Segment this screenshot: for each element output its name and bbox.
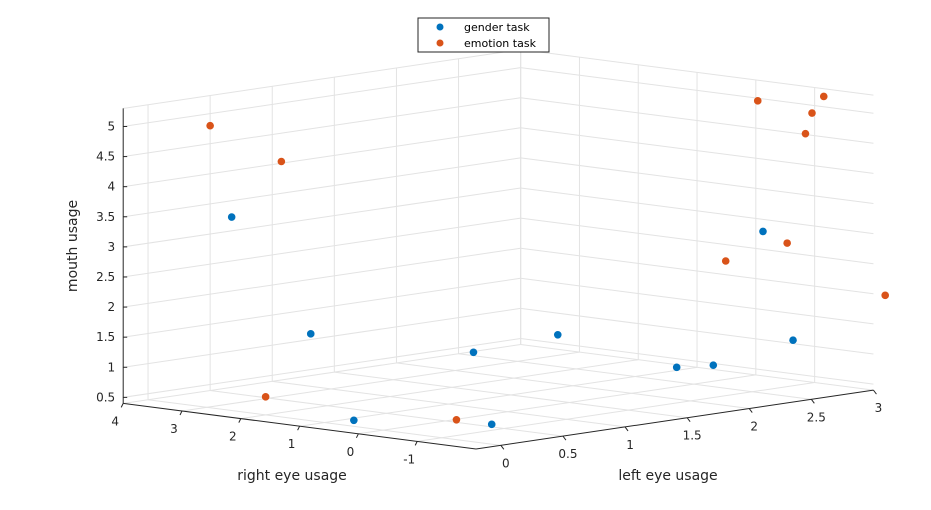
grid-line: [520, 277, 874, 325]
grid-line: [181, 351, 580, 412]
grid-line: [123, 67, 521, 127]
data-point-emotion-task: [801, 129, 810, 138]
grid-line: [123, 307, 521, 368]
data-point-emotion-task: [881, 291, 889, 300]
grid-layer: [123, 49, 874, 446]
data-point-emotion-task: [819, 92, 828, 101]
grid-line: [123, 247, 521, 308]
x-tick-label: 0.5: [558, 447, 577, 461]
data-point-gender-task: [350, 416, 358, 425]
y-tick-mark: [238, 418, 242, 423]
data-point-gender-task: [759, 227, 767, 236]
z-tick-label: 4.5: [96, 150, 115, 164]
z-tick-label: 1: [108, 360, 116, 374]
data-point-emotion-task: [753, 97, 762, 105]
data-point-gender-task: [789, 336, 797, 345]
legend-label-emotion-task: emotion task: [464, 37, 537, 50]
y-tick-label: 2: [229, 430, 237, 444]
data-point-gender-task: [306, 330, 315, 338]
grid-line: [520, 67, 874, 114]
y-tick-mark: [355, 433, 359, 439]
x-tick-label: 1.5: [683, 429, 702, 443]
x-tick-mark: [562, 435, 567, 441]
legend-marker-emotion-task: [436, 39, 444, 47]
grid-line: [123, 157, 521, 218]
legend-marker-gender-task: [436, 23, 444, 31]
grid-line: [520, 307, 874, 355]
z-tick-label: 3.5: [96, 210, 115, 224]
legend-label-gender-task: gender task: [464, 21, 530, 34]
x-tick-label: 1: [626, 438, 634, 452]
z-tick-label: 2: [108, 300, 116, 314]
legend[interactable]: gender task emotion task: [417, 17, 550, 53]
data-point-gender-task: [709, 361, 718, 369]
data-points: [206, 92, 889, 429]
y-tick-mark: [179, 410, 183, 416]
y-tick-label: -1: [403, 452, 415, 466]
grid-line: [123, 97, 521, 158]
data-point-gender-task: [553, 330, 562, 339]
grid-line: [520, 338, 874, 385]
data-point-emotion-task: [783, 239, 791, 247]
y-tick-mark: [120, 403, 124, 408]
grid-line: [417, 382, 815, 442]
y-tick-mark: [297, 425, 301, 431]
data-point-gender-task: [227, 213, 236, 221]
grid-line: [520, 217, 874, 265]
z-tick-label: 5: [108, 119, 116, 133]
x-tick-label: 2: [750, 420, 758, 434]
grid-line: [123, 344, 521, 404]
grid-line: [358, 374, 756, 435]
grid-line: [520, 187, 874, 235]
y-tick-label: 0: [347, 445, 355, 459]
data-point-gender-task: [672, 363, 681, 372]
grid-line: [240, 359, 639, 420]
data-point-emotion-task: [206, 121, 214, 130]
grid-line: [520, 49, 874, 96]
x-tick-mark: [500, 445, 505, 450]
z-tick-label: 0.5: [96, 390, 115, 404]
data-point-emotion-task: [808, 109, 816, 117]
y-tick-mark: [414, 441, 418, 446]
grid-line: [123, 127, 521, 188]
z-tick-label: 2.5: [96, 270, 115, 284]
grid-line: [520, 97, 874, 144]
y-tick-label: 1: [288, 437, 296, 451]
z-axis-label: mouth usage: [65, 200, 81, 292]
y-axis-label: right eye usage: [237, 468, 347, 484]
grid-line: [123, 187, 521, 248]
x-tick-mark: [686, 417, 691, 423]
axis-layer: [120, 108, 877, 450]
data-point-emotion-task: [452, 415, 461, 424]
z-tick-label: 4: [108, 180, 116, 194]
z-tick-label: 1.5: [96, 330, 115, 344]
z-tick-label: 3: [108, 240, 116, 254]
data-point-gender-task: [469, 348, 478, 357]
grid-line: [520, 157, 874, 204]
x-axis-label: left eye usage: [618, 468, 717, 484]
grid-line: [520, 247, 874, 295]
grid-line: [299, 366, 698, 427]
grid-line: [123, 217, 521, 278]
x-axis-line: [475, 389, 874, 450]
data-point-gender-task: [487, 420, 496, 429]
tick-labels: 0 0.5 1 1.5 2 2.5 3 -1 0 1 2 3 4 0.5 1 1.5 2 2.5 3 3.5 4 4.5 5: [96, 119, 882, 470]
grid-line: [123, 49, 521, 109]
y-tick-label: 3: [170, 422, 178, 436]
x-tick-mark: [624, 426, 629, 432]
data-point-emotion-task: [261, 393, 270, 401]
x-tick-mark: [810, 399, 815, 404]
x-tick-label: 3: [875, 401, 883, 415]
data-point-emotion-task: [721, 257, 730, 265]
x-tick-mark: [873, 389, 877, 395]
data-point-emotion-task: [277, 157, 286, 166]
x-tick-label: 0: [502, 456, 510, 470]
grid-line: [520, 127, 874, 174]
grid-line: [123, 277, 521, 338]
y-tick-label: 4: [111, 414, 119, 428]
grid-line: [123, 338, 521, 398]
x-tick-mark: [748, 408, 753, 413]
x-tick-label: 2.5: [807, 410, 826, 424]
